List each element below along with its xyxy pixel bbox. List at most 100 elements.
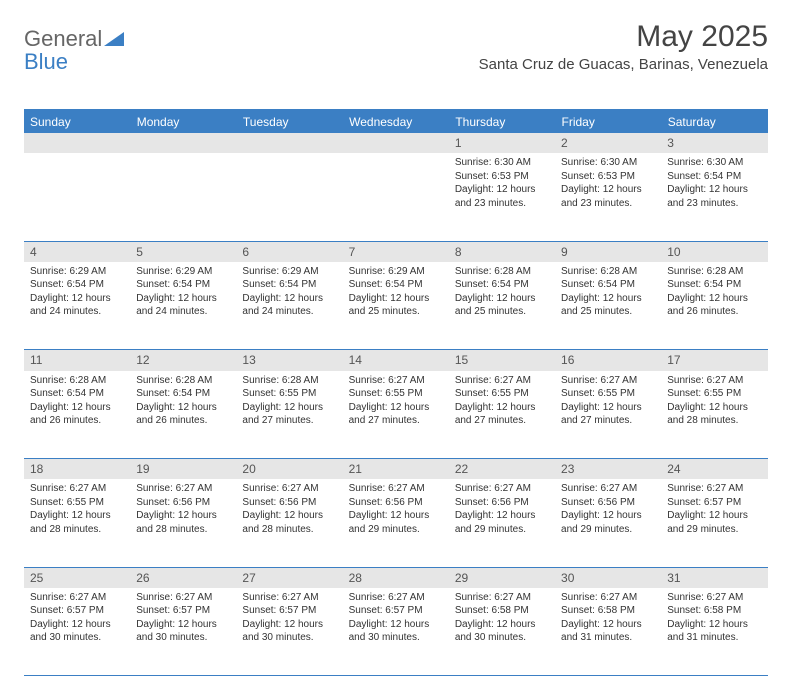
day-content-cell: Sunrise: 6:27 AMSunset: 6:56 PMDaylight:…: [130, 479, 236, 567]
day-content-cell: Sunrise: 6:30 AMSunset: 6:53 PMDaylight:…: [449, 153, 555, 241]
day-content-cell: Sunrise: 6:27 AMSunset: 6:55 PMDaylight:…: [555, 371, 661, 459]
daylight-line: Daylight: 12 hours and 30 minutes.: [136, 618, 230, 645]
sunset-line: Sunset: 6:56 PM: [242, 496, 336, 510]
daylight-line: Daylight: 12 hours and 29 minutes.: [561, 509, 655, 536]
sunrise-line: Sunrise: 6:28 AM: [455, 265, 549, 279]
day-content-cell: Sunrise: 6:28 AMSunset: 6:55 PMDaylight:…: [236, 371, 342, 459]
sunrise-line: Sunrise: 6:27 AM: [349, 482, 443, 496]
sunrise-line: Sunrise: 6:27 AM: [561, 482, 655, 496]
day-number-cell: [343, 133, 449, 153]
day-content-cell: Sunrise: 6:27 AMSunset: 6:57 PMDaylight:…: [24, 588, 130, 676]
daylight-line: Daylight: 12 hours and 27 minutes.: [455, 401, 549, 428]
daylight-line: Daylight: 12 hours and 27 minutes.: [561, 401, 655, 428]
day-content-cell: Sunrise: 6:27 AMSunset: 6:58 PMDaylight:…: [661, 588, 767, 676]
day-content: Sunrise: 6:27 AMSunset: 6:55 PMDaylight:…: [343, 371, 449, 432]
daylight-line: Daylight: 12 hours and 25 minutes.: [349, 292, 443, 319]
sunset-line: Sunset: 6:54 PM: [349, 278, 443, 292]
day-number-cell: 8: [449, 241, 555, 262]
day-content-cell: Sunrise: 6:27 AMSunset: 6:58 PMDaylight:…: [449, 588, 555, 676]
day-content: Sunrise: 6:27 AMSunset: 6:57 PMDaylight:…: [343, 588, 449, 649]
day-number-cell: 5: [130, 241, 236, 262]
sunset-line: Sunset: 6:57 PM: [30, 604, 124, 618]
sunrise-line: Sunrise: 6:27 AM: [136, 591, 230, 605]
day-number-cell: 12: [130, 350, 236, 371]
sunset-line: Sunset: 6:54 PM: [136, 387, 230, 401]
day-header-tuesday: Tuesday: [236, 110, 342, 133]
sunset-line: Sunset: 6:57 PM: [667, 496, 761, 510]
sunset-line: Sunset: 6:54 PM: [561, 278, 655, 292]
sunset-line: Sunset: 6:56 PM: [561, 496, 655, 510]
day-number-cell: 20: [236, 459, 342, 480]
daylight-line: Daylight: 12 hours and 30 minutes.: [30, 618, 124, 645]
sunset-line: Sunset: 6:55 PM: [349, 387, 443, 401]
day-number-cell: 18: [24, 459, 130, 480]
day-content-cell: Sunrise: 6:30 AMSunset: 6:53 PMDaylight:…: [555, 153, 661, 241]
sunrise-line: Sunrise: 6:30 AM: [667, 156, 761, 170]
day-content: Sunrise: 6:29 AMSunset: 6:54 PMDaylight:…: [130, 262, 236, 323]
day-content: Sunrise: 6:27 AMSunset: 6:55 PMDaylight:…: [555, 371, 661, 432]
day-content: Sunrise: 6:27 AMSunset: 6:58 PMDaylight:…: [449, 588, 555, 649]
calendar-header-row: SundayMondayTuesdayWednesdayThursdayFrid…: [24, 110, 768, 133]
daylight-line: Daylight: 12 hours and 26 minutes.: [30, 401, 124, 428]
day-content-cell: Sunrise: 6:28 AMSunset: 6:54 PMDaylight:…: [449, 262, 555, 350]
day-content: Sunrise: 6:28 AMSunset: 6:54 PMDaylight:…: [130, 371, 236, 432]
day-content: Sunrise: 6:27 AMSunset: 6:56 PMDaylight:…: [343, 479, 449, 540]
sunset-line: Sunset: 6:55 PM: [667, 387, 761, 401]
sunrise-line: Sunrise: 6:29 AM: [242, 265, 336, 279]
day-content: Sunrise: 6:27 AMSunset: 6:56 PMDaylight:…: [130, 479, 236, 540]
week-num-row: 11121314151617: [24, 350, 768, 371]
day-header-wednesday: Wednesday: [343, 110, 449, 133]
day-number-cell: [24, 133, 130, 153]
day-number-cell: 21: [343, 459, 449, 480]
sunrise-line: Sunrise: 6:27 AM: [30, 591, 124, 605]
sunset-line: Sunset: 6:55 PM: [242, 387, 336, 401]
day-number-cell: 27: [236, 567, 342, 588]
day-content-cell: [236, 153, 342, 241]
sunset-line: Sunset: 6:55 PM: [561, 387, 655, 401]
day-number-cell: 30: [555, 567, 661, 588]
daylight-line: Daylight: 12 hours and 28 minutes.: [136, 509, 230, 536]
sunrise-line: Sunrise: 6:29 AM: [136, 265, 230, 279]
day-number-cell: 11: [24, 350, 130, 371]
day-number-cell: 24: [661, 459, 767, 480]
day-number-cell: 14: [343, 350, 449, 371]
daylight-line: Daylight: 12 hours and 23 minutes.: [455, 183, 549, 210]
day-content: Sunrise: 6:27 AMSunset: 6:57 PMDaylight:…: [661, 479, 767, 540]
daylight-line: Daylight: 12 hours and 23 minutes.: [667, 183, 761, 210]
day-number-cell: 17: [661, 350, 767, 371]
sunrise-line: Sunrise: 6:27 AM: [667, 374, 761, 388]
sunset-line: Sunset: 6:54 PM: [242, 278, 336, 292]
day-number-cell: 28: [343, 567, 449, 588]
sunset-line: Sunset: 6:57 PM: [242, 604, 336, 618]
sunrise-line: Sunrise: 6:29 AM: [30, 265, 124, 279]
sunset-line: Sunset: 6:58 PM: [667, 604, 761, 618]
day-number-cell: 7: [343, 241, 449, 262]
day-content-cell: Sunrise: 6:29 AMSunset: 6:54 PMDaylight:…: [24, 262, 130, 350]
day-header-monday: Monday: [130, 110, 236, 133]
day-number-cell: 26: [130, 567, 236, 588]
day-content-cell: Sunrise: 6:27 AMSunset: 6:57 PMDaylight:…: [343, 588, 449, 676]
sunrise-line: Sunrise: 6:27 AM: [30, 482, 124, 496]
day-content: Sunrise: 6:27 AMSunset: 6:55 PMDaylight:…: [449, 371, 555, 432]
day-content: Sunrise: 6:30 AMSunset: 6:54 PMDaylight:…: [661, 153, 767, 214]
daylight-line: Daylight: 12 hours and 28 minutes.: [667, 401, 761, 428]
daylight-line: Daylight: 12 hours and 26 minutes.: [136, 401, 230, 428]
day-content-cell: Sunrise: 6:30 AMSunset: 6:54 PMDaylight:…: [661, 153, 767, 241]
day-content-cell: Sunrise: 6:28 AMSunset: 6:54 PMDaylight:…: [555, 262, 661, 350]
day-content-cell: [24, 153, 130, 241]
day-number-cell: 29: [449, 567, 555, 588]
daylight-line: Daylight: 12 hours and 24 minutes.: [30, 292, 124, 319]
sunset-line: Sunset: 6:55 PM: [455, 387, 549, 401]
day-content: Sunrise: 6:29 AMSunset: 6:54 PMDaylight:…: [236, 262, 342, 323]
day-content-cell: Sunrise: 6:29 AMSunset: 6:54 PMDaylight:…: [236, 262, 342, 350]
week-num-row: 18192021222324: [24, 459, 768, 480]
day-content: Sunrise: 6:27 AMSunset: 6:58 PMDaylight:…: [555, 588, 661, 649]
daylight-line: Daylight: 12 hours and 27 minutes.: [242, 401, 336, 428]
sunrise-line: Sunrise: 6:27 AM: [349, 591, 443, 605]
sunrise-line: Sunrise: 6:27 AM: [667, 482, 761, 496]
week-content-row: Sunrise: 6:27 AMSunset: 6:55 PMDaylight:…: [24, 479, 768, 567]
day-number-cell: 19: [130, 459, 236, 480]
day-number-cell: 9: [555, 241, 661, 262]
week-content-row: Sunrise: 6:29 AMSunset: 6:54 PMDaylight:…: [24, 262, 768, 350]
calendar-body: 123Sunrise: 6:30 AMSunset: 6:53 PMDaylig…: [24, 133, 768, 676]
